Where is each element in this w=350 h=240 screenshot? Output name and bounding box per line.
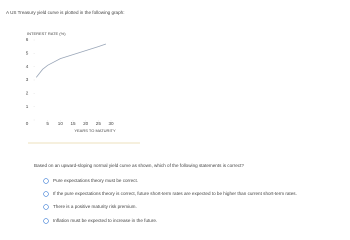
option-text: Inflation must be expected to increase i… [53, 218, 157, 223]
x-tick-label: 20 [83, 121, 89, 126]
option-text: Pure expectations theory must be correct… [53, 178, 138, 183]
y-tick-label: 0 [26, 121, 29, 126]
radio-button[interactable] [43, 178, 49, 184]
prompt: A US Treasury yield curve is plotted in … [6, 10, 124, 15]
radio-button[interactable] [43, 204, 49, 210]
radio-button[interactable] [43, 218, 49, 224]
x-tick-label: 30 [108, 121, 114, 126]
y-tick-label: 4 [26, 64, 29, 69]
x-tick-label: 15 [70, 121, 76, 126]
screen: A US Treasury yield curve is plotted in … [6, 10, 297, 224]
y-tick-label: 5 [26, 51, 29, 56]
x-tick-label: 10 [58, 121, 64, 126]
x-axis-label: YEARS TO MATURITY [74, 128, 116, 133]
option-text: There is a positive maturity risk premiu… [53, 204, 137, 209]
y-tick-label: 1 [26, 104, 29, 109]
y-tick-label: 3 [26, 77, 29, 82]
x-tick-label: 25 [96, 121, 102, 126]
radio-button[interactable] [43, 191, 49, 197]
x-tick-label: 5 [46, 121, 49, 126]
question: Based on an upward-sloping normal yield … [34, 163, 244, 168]
y-tick-label: 6 [26, 37, 29, 42]
yield-curve [35, 43, 107, 78]
option-text: If the pure expectations theory is corre… [53, 191, 297, 196]
y-tick-label: 2 [26, 91, 29, 96]
page: A US Treasury yield curve is plotted in … [6, 10, 297, 224]
y-axis-label: INTEREST RATE (%) [27, 31, 66, 36]
